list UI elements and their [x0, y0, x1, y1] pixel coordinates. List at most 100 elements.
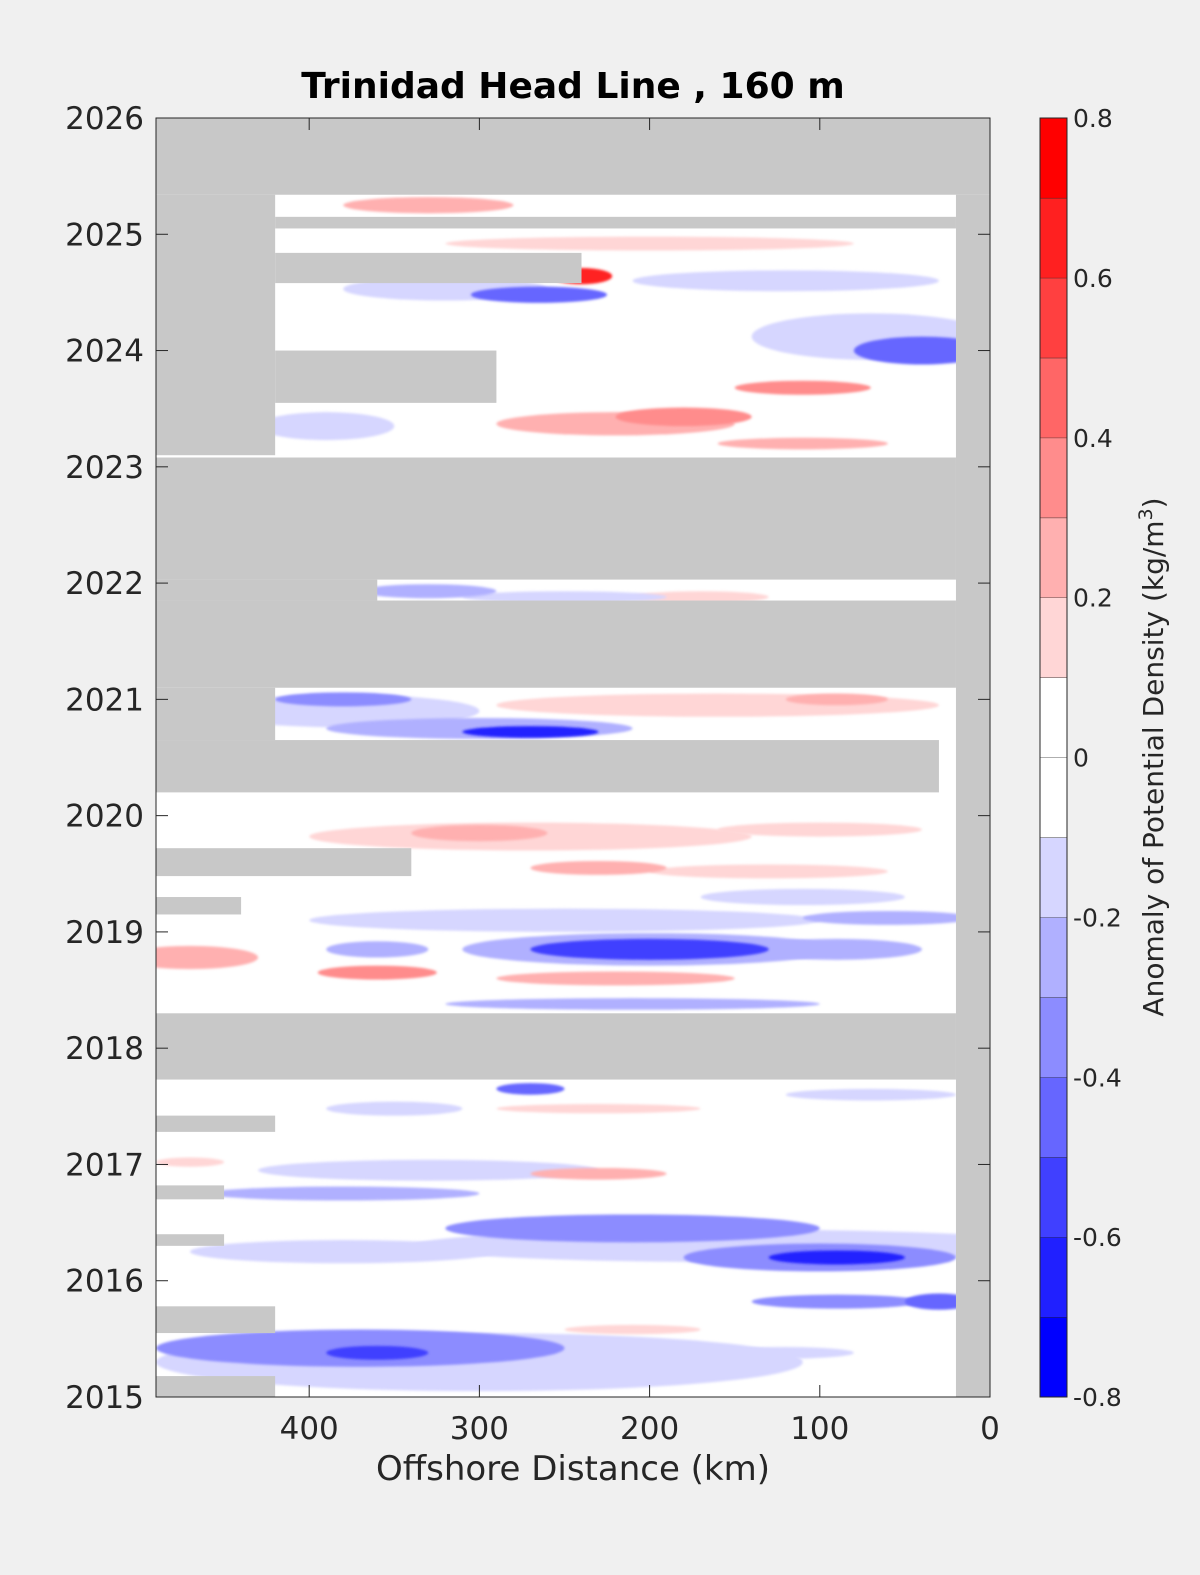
anomaly-blob — [317, 965, 437, 980]
colorbar-frame — [1039, 117, 1068, 1398]
anomaly-blob — [853, 336, 990, 365]
colorbar-tick-label: 0.6 — [1073, 264, 1113, 293]
anomaly-blob — [530, 1167, 667, 1180]
anomaly-blob — [258, 1159, 599, 1181]
colorbar-segment — [1040, 197, 1067, 278]
no-data-region — [156, 687, 276, 741]
anomaly-blob — [615, 407, 752, 427]
colorbar-segment — [1040, 677, 1067, 758]
anomaly-blob — [530, 938, 769, 960]
no-data-region — [156, 457, 956, 580]
anomaly-blob — [700, 888, 905, 906]
no-data-layer — [156, 118, 990, 1397]
anomaly-blob — [360, 584, 497, 599]
anomaly-blob — [411, 824, 548, 842]
y-tick-label: 2024 — [65, 334, 144, 370]
anomaly-blob — [462, 726, 599, 738]
x-axis-label: Offshore Distance (km) — [376, 1449, 770, 1489]
anomaly-blob — [496, 971, 735, 986]
no-data-region — [156, 897, 242, 915]
anomaly-blob — [751, 938, 922, 960]
y-tick-label: 2019 — [65, 915, 144, 951]
anomaly-blob — [751, 1294, 922, 1309]
anomaly-blob — [785, 693, 888, 706]
anomaly-blob — [530, 860, 667, 875]
x-tick-label: 300 — [450, 1411, 509, 1447]
y-tick-label: 2023 — [65, 450, 144, 486]
x-axis: 400 300 200 100 0 — [280, 118, 1000, 1447]
no-data-region — [275, 216, 956, 229]
no-data-region — [156, 600, 956, 688]
anomaly-blob — [632, 270, 939, 292]
colorbar-segment — [1040, 997, 1067, 1078]
anomaly-blob — [207, 1186, 480, 1201]
y-tick-label: 2026 — [65, 101, 144, 137]
x-tick-label: 200 — [620, 1411, 679, 1447]
colorbar-label: Anomaly of Potential Density (kg/m3) — [1135, 497, 1170, 1016]
anomaly-blob — [785, 1088, 956, 1101]
anomaly-blob — [768, 1250, 905, 1265]
no-data-region — [156, 1234, 225, 1246]
no-data-region — [156, 1376, 276, 1397]
colorbar-tick-label: -0.8 — [1073, 1383, 1122, 1412]
y-tick-label: 2021 — [65, 682, 144, 718]
y-tick-label: 2018 — [65, 1031, 144, 1067]
anomaly-blob — [309, 908, 820, 932]
anomaly-blob — [258, 412, 395, 441]
no-data-region — [275, 252, 582, 284]
anomaly-blob — [156, 1157, 225, 1167]
anomaly-blob — [445, 1214, 820, 1243]
colorbar-tick-label: -0.4 — [1073, 1063, 1122, 1092]
anomaly-blob — [717, 822, 922, 837]
colorbar-segment — [1040, 597, 1067, 678]
anomaly-blob — [717, 1347, 854, 1359]
colorbar-segment — [1040, 277, 1067, 358]
no-data-region — [955, 194, 990, 1397]
no-data-region — [156, 579, 378, 601]
y-tick-label: 2022 — [65, 566, 144, 602]
no-data-region — [156, 1115, 276, 1132]
colorbar-segment — [1040, 1237, 1067, 1318]
x-tick-label: 100 — [790, 1411, 849, 1447]
anomaly-blob — [564, 1324, 701, 1335]
no-data-region — [156, 1306, 276, 1334]
anomaly-blob — [470, 286, 608, 303]
anomaly-blob — [734, 380, 871, 395]
anomaly-blob — [632, 591, 769, 603]
colorbar-segment — [1040, 1157, 1067, 1238]
no-data-region — [156, 118, 990, 195]
anomaly-blob — [326, 1101, 463, 1116]
no-data-region — [156, 194, 276, 456]
x-tick-label: 400 — [280, 1411, 339, 1447]
anomaly-blob — [190, 1240, 497, 1264]
anomaly-blob — [802, 910, 973, 925]
no-data-region — [156, 1013, 956, 1080]
y-tick-label: 2016 — [65, 1264, 144, 1300]
anomaly-blob — [275, 692, 412, 707]
colorbar-segment — [1040, 837, 1067, 918]
colorbar-tick-label: 0 — [1073, 744, 1089, 773]
colorbar-segment — [1040, 1317, 1067, 1397]
anomaly-blob — [326, 941, 429, 958]
no-data-region — [156, 848, 412, 877]
plot-frame — [155, 117, 991, 1398]
y-axis: 2015 2016 2017 2018 2019 2020 2021 2022 2023 2024… — [65, 101, 990, 1416]
colorbar-tick-label: -0.6 — [1073, 1223, 1122, 1252]
chart-title: Trinidad Head Line , 160 m — [301, 66, 844, 107]
colorbar-segment — [1040, 757, 1067, 838]
no-data-region — [275, 350, 497, 403]
no-data-region — [156, 740, 939, 793]
anomaly-blob — [496, 1103, 701, 1114]
colorbar-tick-label: -0.2 — [1073, 903, 1122, 932]
colorbar-segment — [1040, 437, 1067, 518]
colorbar-segment — [1040, 118, 1067, 198]
anomaly-blob — [445, 236, 854, 251]
anomaly-blob — [445, 998, 820, 1010]
colorbar-tick-label: 0.4 — [1073, 424, 1113, 453]
colorbar-segment — [1040, 1077, 1067, 1158]
colorbar-segment — [1040, 917, 1067, 998]
colorbar-tick-label: 0.2 — [1073, 584, 1113, 613]
colorbar-segment — [1040, 357, 1067, 438]
y-tick-label: 2025 — [65, 217, 144, 253]
